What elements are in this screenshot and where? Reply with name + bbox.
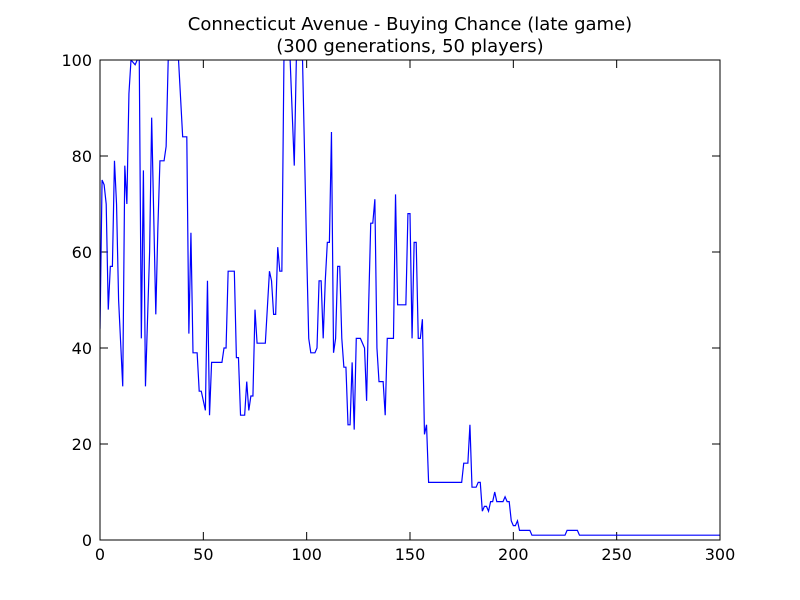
- y-tick-label: 20: [72, 435, 92, 454]
- y-tick-label: 0: [82, 531, 92, 550]
- y-tick-label: 40: [72, 339, 92, 358]
- x-tick-label: 0: [95, 545, 105, 564]
- y-tick-label: 100: [61, 51, 92, 70]
- x-tick-label: 300: [705, 545, 736, 564]
- plot-area: 0 50 100 150 200 250 300 0 20 40 60 80 100: [61, 51, 735, 564]
- chart-title: Connecticut Avenue - Buying Chance (late…: [188, 14, 632, 35]
- plot-frame: [99, 59, 721, 541]
- chart-subtitle: (300 generations, 50 players): [276, 36, 543, 57]
- x-tick-label: 100: [291, 545, 322, 564]
- data-line: [100, 60, 720, 536]
- x-tick-label: 50: [193, 545, 213, 564]
- x-tick-label: 250: [601, 545, 632, 564]
- x-tick-label: 200: [498, 545, 529, 564]
- y-tick-label: 80: [72, 147, 92, 166]
- y-tick-label: 60: [72, 243, 92, 262]
- x-tick-label: 150: [395, 545, 426, 564]
